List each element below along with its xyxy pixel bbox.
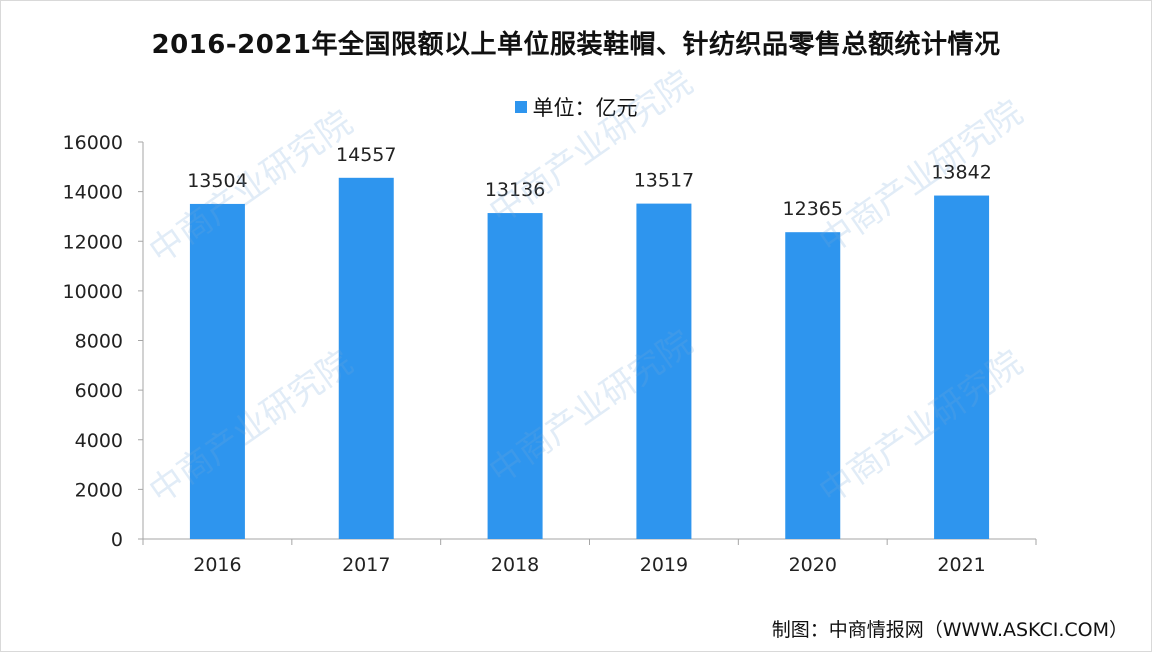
chart-legend: 单位：亿元 [0,92,1152,122]
source-credit: 制图：中商情报网（WWW.ASKCI.COM） [771,619,1128,641]
bar [636,203,692,539]
bar [189,203,245,539]
y-tick-label: 2000 [75,479,123,501]
y-tick-label: 10000 [63,281,123,303]
y-tick-label: 6000 [75,380,123,402]
x-tick-label: 2021 [937,554,985,576]
bar [338,177,394,539]
bar [934,195,990,539]
chart-title: 2016-2021年全国限额以上单位服装鞋帽、针纺织品零售总额统计情况 [151,30,1001,60]
x-tick-label: 2016 [193,554,241,576]
y-tick-label: 8000 [75,331,123,353]
y-tick-label: 12000 [63,231,123,253]
y-tick-label: 16000 [63,132,123,154]
data-label: 13842 [931,162,991,184]
y-tick-label: 0 [111,529,123,551]
bar [487,213,543,540]
data-label: 12365 [783,198,843,220]
x-tick-label: 2018 [491,554,539,576]
bar [785,232,841,540]
data-label: 13517 [634,170,694,192]
data-label: 13136 [485,179,545,201]
legend-swatch [514,101,527,113]
x-tick-label: 2020 [789,554,837,576]
y-tick-label: 4000 [75,430,123,452]
legend-label: 单位：亿元 [532,96,638,120]
data-label: 13504 [187,170,247,192]
y-tick-label: 14000 [63,182,123,204]
x-tick-label: 2019 [640,554,688,576]
x-tick-label: 2017 [342,554,390,576]
data-label: 14557 [336,144,396,166]
